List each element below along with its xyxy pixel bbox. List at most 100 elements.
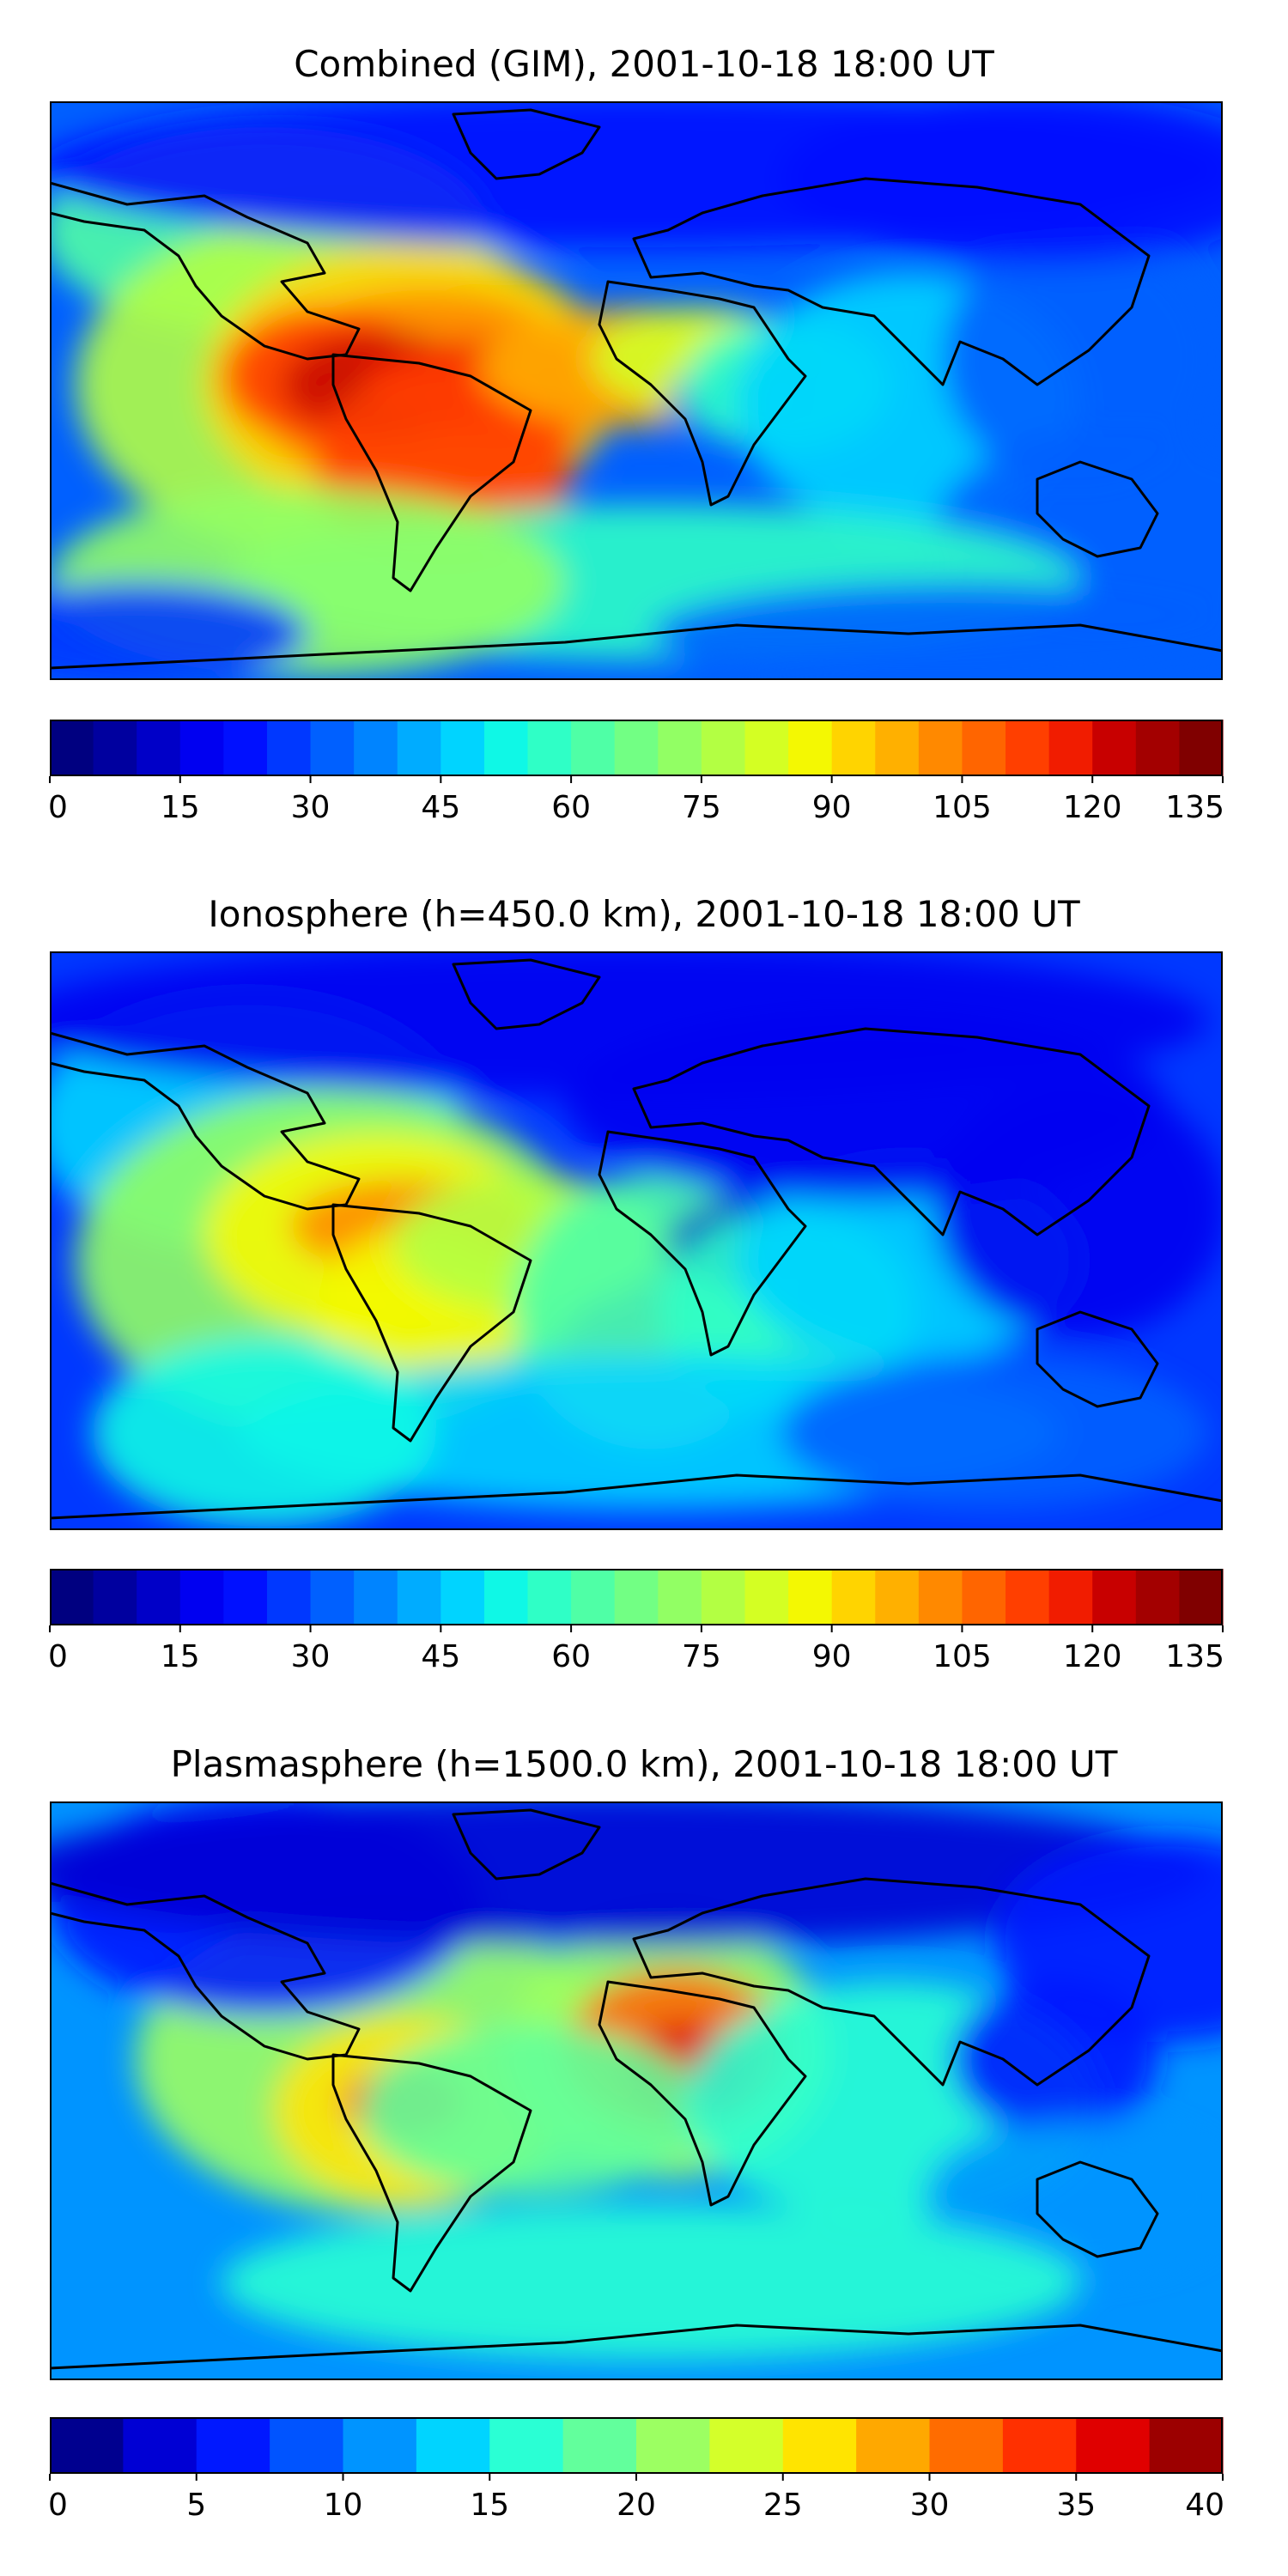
- colorbar-band: [310, 720, 355, 776]
- colorbar-band: [123, 2417, 197, 2474]
- colorbar-band: [266, 1569, 312, 1625]
- colorbar-band: [658, 1569, 702, 1625]
- colorbar-band: [270, 2417, 344, 2474]
- colorbar-band: [875, 1569, 920, 1625]
- colorbar-band: [962, 720, 1006, 776]
- colorbar-band: [489, 2417, 564, 2474]
- colorbar-band: [1005, 1569, 1050, 1625]
- colorbar-band: [343, 2417, 417, 2474]
- colorbar-band: [440, 720, 485, 776]
- colorbar-ionosphere: 0 15 30 45 60 75 90 105 120 135: [48, 1569, 1224, 1674]
- colorbar-band: [397, 720, 441, 776]
- coastline: [452, 1808, 601, 1880]
- colorbar-band: [856, 2417, 931, 2474]
- map-ionosphere: [50, 951, 1223, 1530]
- colorbar-band: [483, 720, 529, 776]
- colorbar-tick-label: 5: [186, 2488, 206, 2523]
- colorbar-band: [788, 1569, 833, 1625]
- colorbar-band: [1076, 2417, 1151, 2474]
- colorbar-band: [918, 720, 963, 776]
- map-svg: [50, 101, 1223, 680]
- colorbar-frame: [50, 2417, 1223, 2474]
- field-contour: [93, 1338, 436, 1527]
- colorbar-band: [1048, 1569, 1093, 1625]
- coastline: [331, 2053, 532, 2293]
- colorbar-tick-label: 40: [1185, 2488, 1224, 2523]
- colorbar-frame: [50, 720, 1223, 776]
- colorbar-band: [875, 720, 920, 776]
- colorbar-band: [701, 720, 746, 776]
- colorbar-band: [929, 2417, 1004, 2474]
- colorbar-band: [658, 720, 702, 776]
- colorbar-tick-label: 75: [682, 1639, 721, 1674]
- colorbar-band: [614, 720, 659, 776]
- field-contour: [222, 2205, 1080, 2360]
- coastline: [452, 958, 601, 1030]
- colorbar-band: [266, 720, 312, 776]
- colorbar-tick-label: 105: [933, 790, 992, 825]
- colorbar-band: [962, 1569, 1006, 1625]
- field-contour: [943, 230, 1218, 488]
- field-contour: [50, 951, 1209, 1097]
- coastline: [331, 1203, 532, 1443]
- coastline: [452, 108, 601, 180]
- colorbar-band: [483, 1569, 529, 1625]
- colorbar-band: [918, 1569, 963, 1625]
- colorbar-tick-label: 25: [763, 2488, 803, 2523]
- panel-title-combined: Combined (GIM), 2001-10-18 18:00 UT: [294, 43, 994, 85]
- map-combined: [50, 101, 1223, 680]
- colorbar-tick-label: 30: [291, 1639, 331, 1674]
- colorbar-band: [782, 2417, 857, 2474]
- colorbar-band: [397, 1569, 441, 1625]
- map-frame: [50, 951, 1223, 1530]
- colorbar-band: [1135, 720, 1181, 776]
- colorbar-band: [354, 720, 398, 776]
- colorbar-tick-label: 45: [421, 790, 460, 825]
- colorbar-band: [744, 720, 789, 776]
- colorbar-svg: 0 15 30 45 60 75 90 105 120 135: [48, 720, 1224, 825]
- panel-title-plasmasphere: Plasmasphere (h=1500.0 km), 2001-10-18 1…: [170, 1743, 1118, 1785]
- colorbar-band: [614, 1569, 659, 1625]
- map-plasmasphere: [50, 1801, 1223, 2380]
- colorbar-tick-label: 15: [161, 1639, 200, 1674]
- field-contour: [780, 101, 1223, 264]
- field-contour: [50, 1801, 1209, 1947]
- colorbar-band: [440, 1569, 485, 1625]
- colorbar-band: [50, 1569, 94, 1625]
- colorbar-tick-label: 0: [48, 790, 68, 825]
- colorbar-tick-label: 10: [324, 2488, 363, 2523]
- map-svg: [50, 951, 1223, 1530]
- coastline: [50, 623, 1223, 680]
- coastline: [598, 1980, 807, 2207]
- map-frame: [50, 101, 1223, 680]
- colorbar-band: [1092, 1569, 1137, 1625]
- map-frame: [50, 1801, 1223, 2380]
- colorbar-band: [709, 2417, 784, 2474]
- colorbar-tick-label: 15: [161, 790, 200, 825]
- panel-title-ionosphere: Ionosphere (h=450.0 km), 2001-10-18 18:0…: [208, 893, 1080, 935]
- colorbar-band: [562, 2417, 637, 2474]
- colorbar-svg: 0 5 10 15 20 25 30 35 40: [48, 2417, 1224, 2523]
- map-svg: [50, 1801, 1223, 2380]
- colorbar-band: [137, 720, 181, 776]
- colorbar-band: [1092, 720, 1137, 776]
- colorbar-band: [179, 720, 224, 776]
- coastline: [50, 2324, 1223, 2380]
- coastline: [632, 1877, 1151, 2087]
- colorbar-band: [636, 2417, 710, 2474]
- colorbar-band: [93, 720, 137, 776]
- colorbar-band: [93, 1569, 137, 1625]
- colorbar-band: [137, 1569, 181, 1625]
- colorbar-band: [196, 2417, 270, 2474]
- colorbar-tick-label: 75: [682, 790, 721, 825]
- colorbar-tick-label: 35: [1056, 2488, 1096, 2523]
- coastline: [632, 177, 1151, 386]
- colorbar-tick-label: 45: [421, 1639, 460, 1674]
- field-contour: [50, 582, 307, 680]
- colorbar-tick-label: 135: [1165, 1639, 1224, 1674]
- colorbar-band: [527, 1569, 572, 1625]
- colorbar-band: [223, 720, 268, 776]
- colorbar-band: [744, 1569, 789, 1625]
- colorbar-tick-label: 30: [291, 790, 331, 825]
